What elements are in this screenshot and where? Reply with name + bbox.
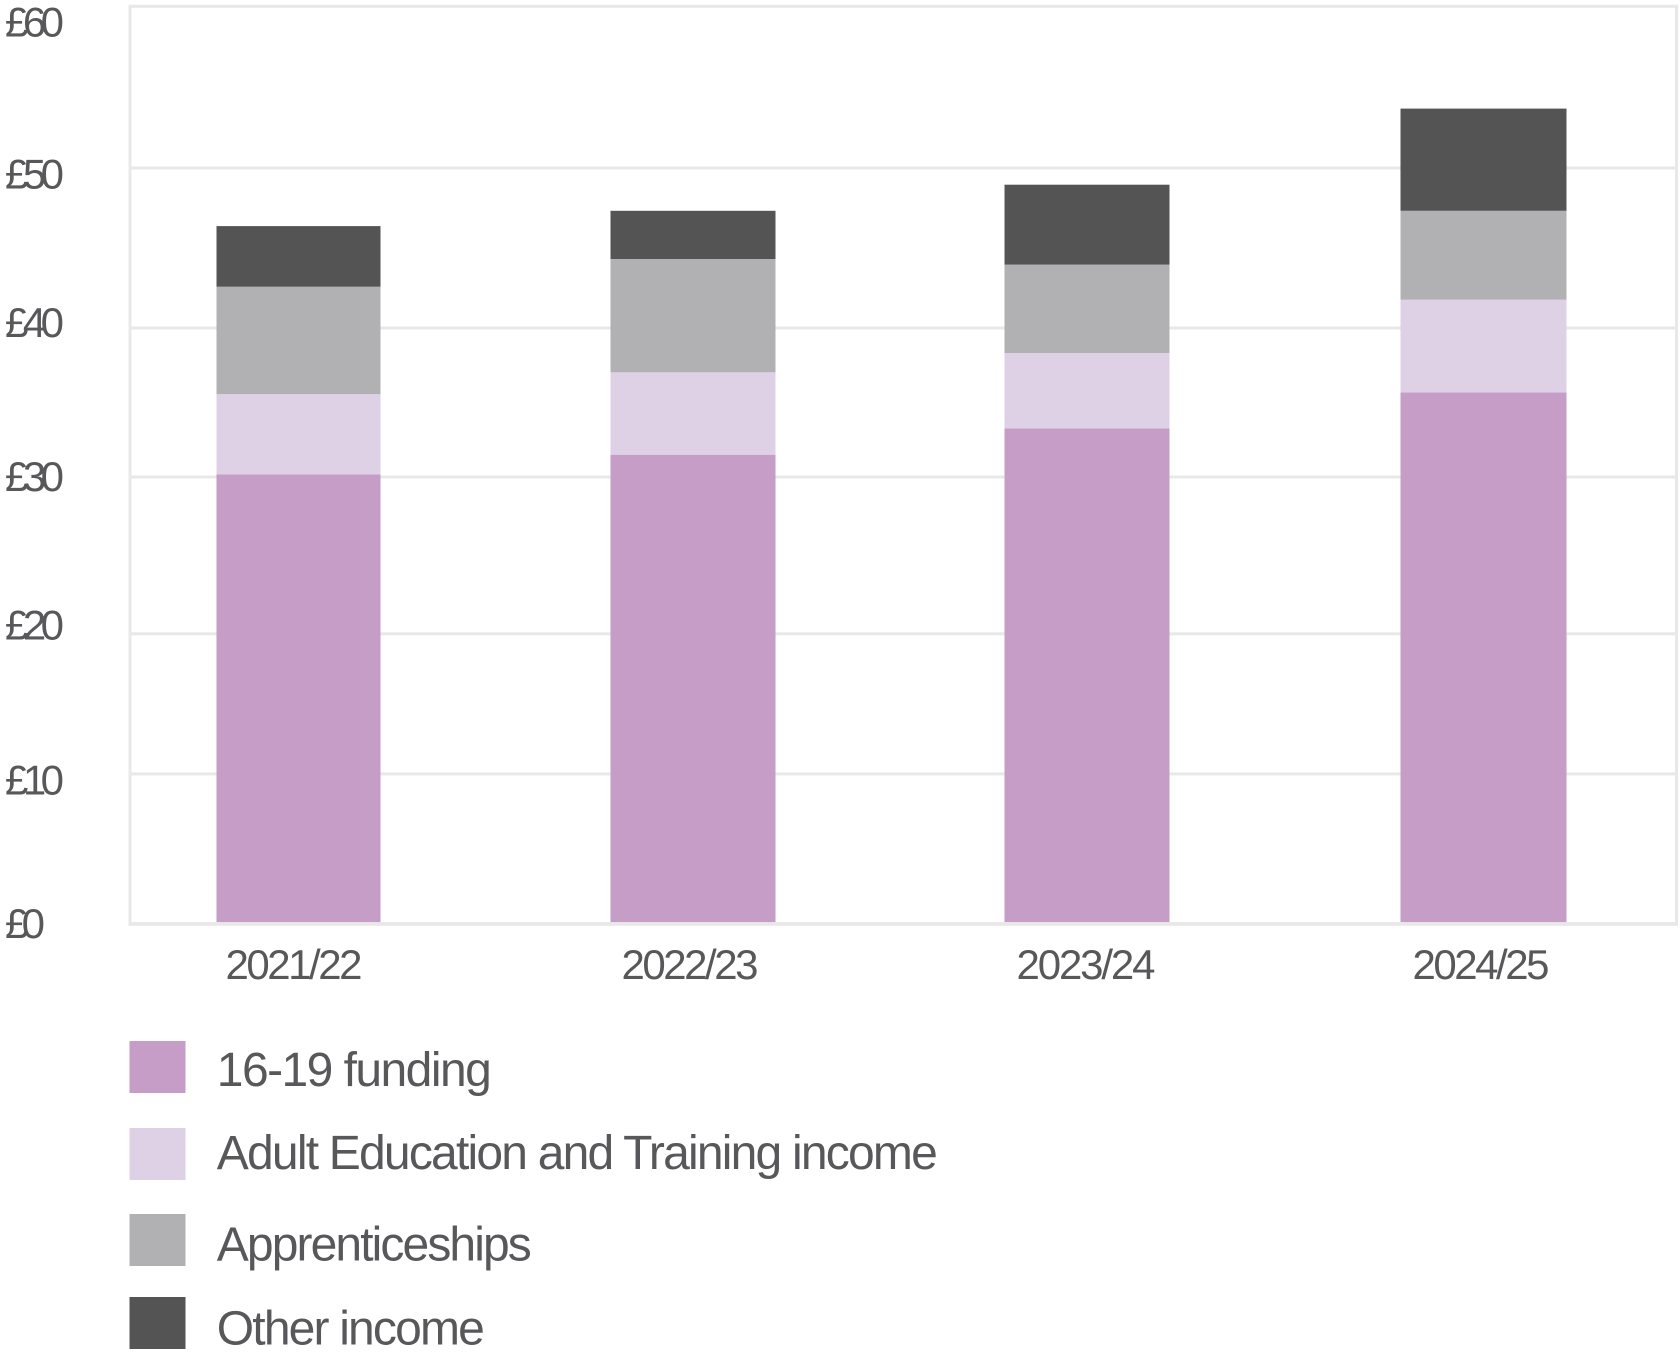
svg-text:£20: £20 (5, 601, 64, 648)
svg-text:Adult Education and Training i: Adult Education and Training income (217, 1127, 938, 1180)
svg-text:2021/22: 2021/22 (226, 941, 363, 988)
svg-text:£0: £0 (5, 900, 45, 947)
svg-text:Other income: Other income (217, 1303, 485, 1356)
svg-text:2022/23: 2022/23 (622, 941, 759, 988)
svg-text:£40: £40 (5, 299, 64, 346)
svg-text:£50: £50 (5, 150, 64, 197)
svg-text:£30: £30 (5, 453, 64, 500)
svg-text:16-19 funding: 16-19 funding (217, 1044, 492, 1097)
svg-text:£60: £60 (5, 0, 64, 45)
svg-text:2023/24: 2023/24 (1017, 941, 1156, 988)
svg-text:£10: £10 (5, 757, 64, 804)
svg-text:2024/25: 2024/25 (1413, 941, 1550, 988)
svg-text:Apprenticeships: Apprenticeships (217, 1219, 532, 1272)
